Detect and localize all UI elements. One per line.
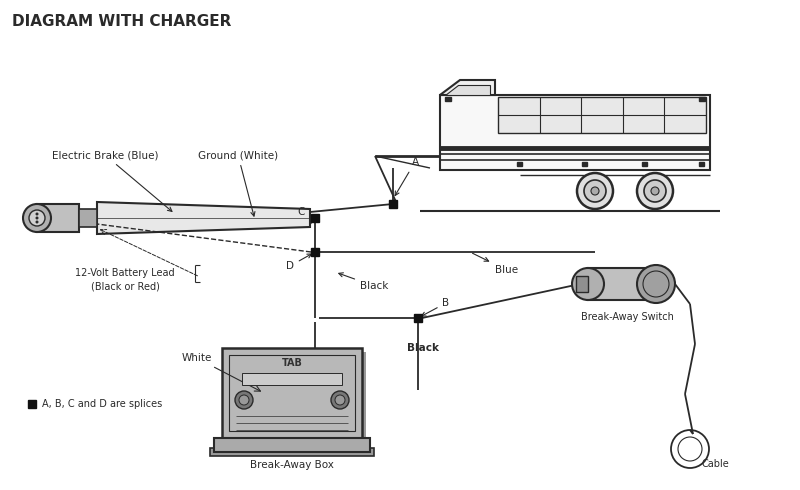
Text: Break-Away Switch: Break-Away Switch [581, 312, 674, 322]
Bar [242, 373, 342, 385]
Text: Black: Black [338, 273, 388, 291]
Bar [699, 162, 704, 166]
Text: Blue: Blue [473, 253, 518, 275]
Circle shape [23, 204, 51, 232]
Text: A, B, C and D are splices: A, B, C and D are splices [42, 399, 162, 409]
Bar [214, 438, 370, 452]
Circle shape [335, 395, 345, 405]
Circle shape [239, 395, 249, 405]
Bar [582, 162, 587, 166]
Circle shape [637, 173, 673, 209]
Bar [210, 448, 374, 456]
Text: A: A [395, 157, 418, 196]
Text: Break-Away Box: Break-Away Box [250, 460, 334, 470]
Bar [588, 268, 656, 300]
Circle shape [591, 187, 599, 195]
Bar [229, 355, 355, 431]
Polygon shape [97, 202, 310, 234]
Bar [517, 162, 522, 166]
Circle shape [584, 180, 606, 202]
Bar [28, 400, 36, 408]
Bar [642, 162, 647, 166]
Text: C: C [298, 207, 305, 217]
Circle shape [577, 173, 613, 209]
Circle shape [235, 391, 253, 409]
Text: White: White [182, 353, 212, 363]
Circle shape [637, 265, 675, 303]
Circle shape [331, 391, 349, 409]
Bar [445, 97, 451, 101]
Text: D: D [286, 254, 311, 271]
Bar [498, 97, 706, 133]
Polygon shape [440, 80, 495, 95]
Circle shape [651, 187, 659, 195]
Text: DIAGRAM WITH CHARGER: DIAGRAM WITH CHARGER [12, 14, 231, 29]
Text: Ground (White): Ground (White) [198, 150, 278, 216]
Circle shape [644, 180, 666, 202]
Polygon shape [445, 85, 490, 95]
Text: TAB: TAB [282, 358, 302, 368]
Bar [37, 204, 79, 232]
Bar [311, 248, 319, 256]
Circle shape [35, 213, 38, 216]
Text: Black: Black [407, 343, 439, 353]
Bar [226, 352, 366, 442]
Circle shape [29, 210, 45, 226]
Circle shape [35, 217, 38, 220]
Bar [414, 314, 422, 322]
Bar [699, 97, 705, 101]
Bar [79, 209, 97, 227]
Bar [576, 276, 588, 292]
Text: B: B [422, 298, 450, 316]
Bar [440, 95, 710, 170]
Bar [389, 200, 397, 208]
Text: 12-Volt Battery Lead
(Black or Red): 12-Volt Battery Lead (Black or Red) [75, 268, 175, 291]
Bar [311, 214, 319, 222]
Circle shape [572, 268, 604, 300]
Text: Cable: Cable [701, 459, 729, 469]
Bar [222, 348, 362, 438]
Circle shape [35, 220, 38, 223]
Text: Electric Brake (Blue): Electric Brake (Blue) [52, 150, 172, 211]
